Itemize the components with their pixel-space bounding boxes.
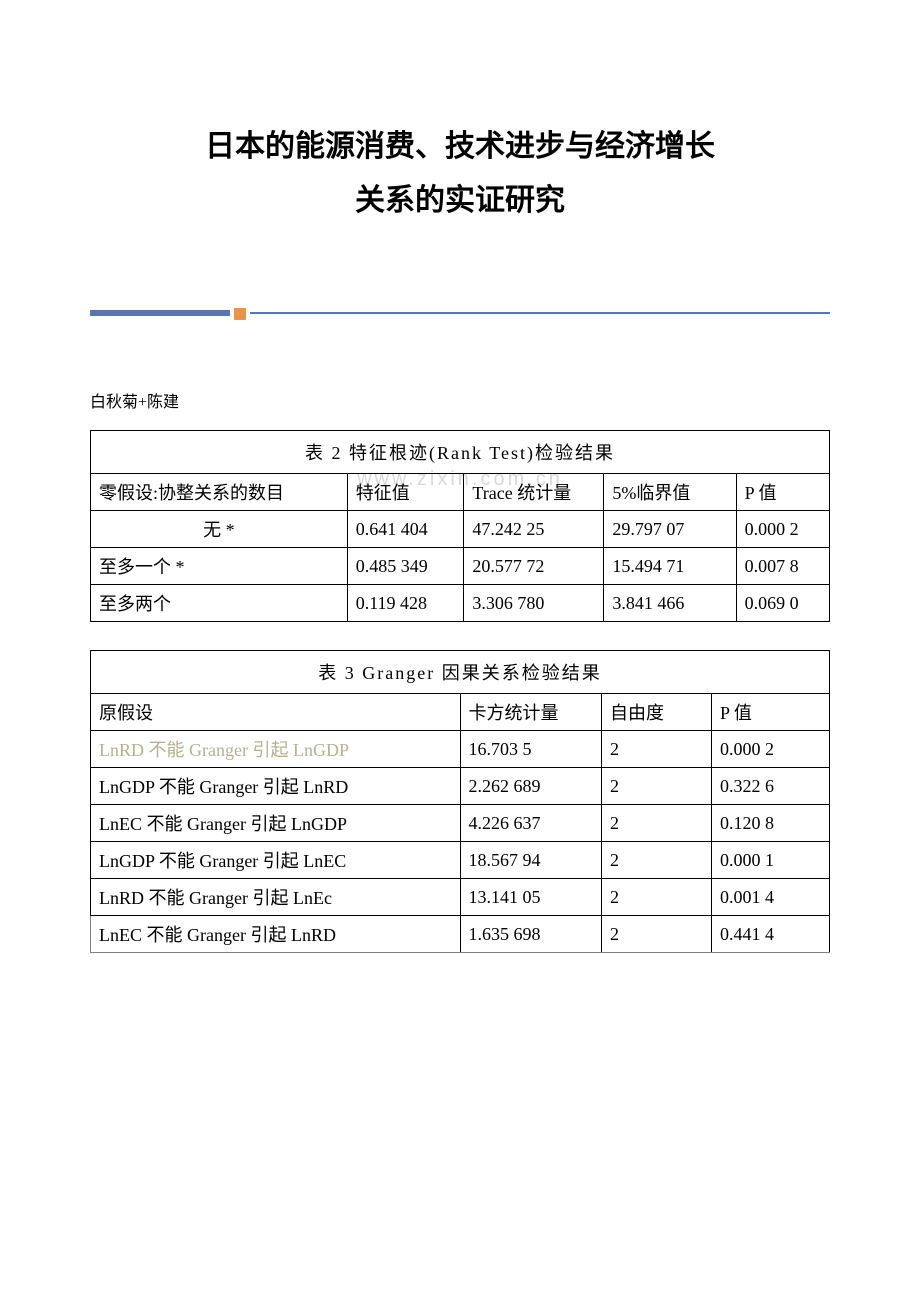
table2-cell: 0.485 349 (347, 548, 464, 585)
title-line-1: 日本的能源消费、技术进步与经济增长 (90, 120, 830, 174)
table2-header-cell: 5%临界值 (604, 474, 736, 511)
table3-cell: 2 (602, 768, 712, 805)
table2-cell: 15.494 71 (604, 548, 736, 585)
table3-header-cell: 原假设 (91, 694, 461, 731)
title-line-2: 关系的实证研究 (90, 174, 830, 228)
table2-header-cell: 零假设:协整关系的数目 (91, 474, 348, 511)
table3-cell: 2 (602, 731, 712, 768)
authors-text: 白秋菊+陈建 (90, 388, 830, 412)
table-rank-test: 表 2 特征根迹(Rank Test)检验结果 零假设:协整关系的数目 特征值 … (90, 430, 830, 622)
table3-cell: LnEC 不能 Granger 引起 LnRD (91, 916, 461, 953)
table3-cell: 4.226 637 (460, 805, 602, 842)
table3-cell: 2.262 689 (460, 768, 602, 805)
table3-header-cell: 卡方统计量 (460, 694, 602, 731)
table2-cell: 0.641 404 (347, 511, 464, 548)
table3-cell: 0.000 1 (712, 842, 830, 879)
table2-cell: 3.841 466 (604, 585, 736, 622)
divider-dot-icon (234, 308, 246, 320)
table2-header-cell: 特征值 (347, 474, 464, 511)
table2-header-cell: Trace 统计量 (464, 474, 604, 511)
divider-thin-line (250, 312, 830, 314)
table3-cell: 0.322 6 (712, 768, 830, 805)
table2-cell: 0.119 428 (347, 585, 464, 622)
table3-cell: 0.000 2 (712, 731, 830, 768)
table2-cell: 至多一个 * (91, 548, 348, 585)
table-row: 至多一个 * 0.485 349 20.577 72 15.494 71 0.0… (91, 548, 830, 585)
table3-cell: 2 (602, 805, 712, 842)
table3-cell: 0.120 8 (712, 805, 830, 842)
table-granger-test: 表 3 Granger 因果关系检验结果 原假设 卡方统计量 自由度 P 值 L… (90, 650, 830, 953)
table2-header-row: 零假设:协整关系的数目 特征值 Trace 统计量 5%临界值 P 值 (91, 474, 830, 511)
table2-cell: 0.069 0 (736, 585, 829, 622)
table2-cell: 3.306 780 (464, 585, 604, 622)
table3-cell: LnGDP 不能 Granger 引起 LnRD (91, 768, 461, 805)
table-row: LnRD 不能 Granger 引起 LnEc 13.141 05 2 0.00… (91, 879, 830, 916)
table3-header-row: 原假设 卡方统计量 自由度 P 值 (91, 694, 830, 731)
table3-cell: 2 (602, 842, 712, 879)
table3-cell: LnRD 不能 Granger 引起 LnGDP (91, 731, 461, 768)
table-row: LnEC 不能 Granger 引起 LnRD 1.635 698 2 0.44… (91, 916, 830, 953)
table2-header-cell: P 值 (736, 474, 829, 511)
table3-cell: 2 (602, 879, 712, 916)
table3-cell: 0.441 4 (712, 916, 830, 953)
divider-thick-segment (90, 310, 230, 316)
table3-cell: 18.567 94 (460, 842, 602, 879)
table-row: 至多两个 0.119 428 3.306 780 3.841 466 0.069… (91, 585, 830, 622)
document-title: 日本的能源消费、技术进步与经济增长 关系的实证研究 (90, 120, 830, 228)
table3-cell: LnEC 不能 Granger 引起 LnGDP (91, 805, 461, 842)
table-row: 无 * 0.641 404 47.242 25 29.797 07 0.000 … (91, 511, 830, 548)
table-row: LnRD 不能 Granger 引起 LnGDP 16.703 5 2 0.00… (91, 731, 830, 768)
table-row: LnGDP 不能 Granger 引起 LnEC 18.567 94 2 0.0… (91, 842, 830, 879)
table2-cell: 至多两个 (91, 585, 348, 622)
table2-cell: 47.242 25 (464, 511, 604, 548)
table3-cell: 13.141 05 (460, 879, 602, 916)
table3-cell: 2 (602, 916, 712, 953)
table2-cell: 0.000 2 (736, 511, 829, 548)
table3-caption: 表 3 Granger 因果关系检验结果 (90, 650, 830, 693)
document-page: 日本的能源消费、技术进步与经济增长 关系的实证研究 白秋菊+陈建 www.zix… (0, 0, 920, 1041)
table3-cell: 1.635 698 (460, 916, 602, 953)
table2-container: www.zixin.com.cn 表 2 特征根迹(Rank Test)检验结果… (90, 430, 830, 622)
table2-cell: 0.007 8 (736, 548, 829, 585)
table3-cell: LnRD 不能 Granger 引起 LnEc (91, 879, 461, 916)
table-row: LnGDP 不能 Granger 引起 LnRD 2.262 689 2 0.3… (91, 768, 830, 805)
table3-header-cell: 自由度 (602, 694, 712, 731)
divider (90, 308, 830, 318)
table2-cell: 29.797 07 (604, 511, 736, 548)
table-row: LnEC 不能 Granger 引起 LnGDP 4.226 637 2 0.1… (91, 805, 830, 842)
table2-cell: 无 * (91, 511, 348, 548)
table3-cell: 16.703 5 (460, 731, 602, 768)
table2-caption: 表 2 特征根迹(Rank Test)检验结果 (90, 430, 830, 473)
table3-header-cell: P 值 (712, 694, 830, 731)
table3-cell: 0.001 4 (712, 879, 830, 916)
table3-cell: LnGDP 不能 Granger 引起 LnEC (91, 842, 461, 879)
table2-cell: 20.577 72 (464, 548, 604, 585)
